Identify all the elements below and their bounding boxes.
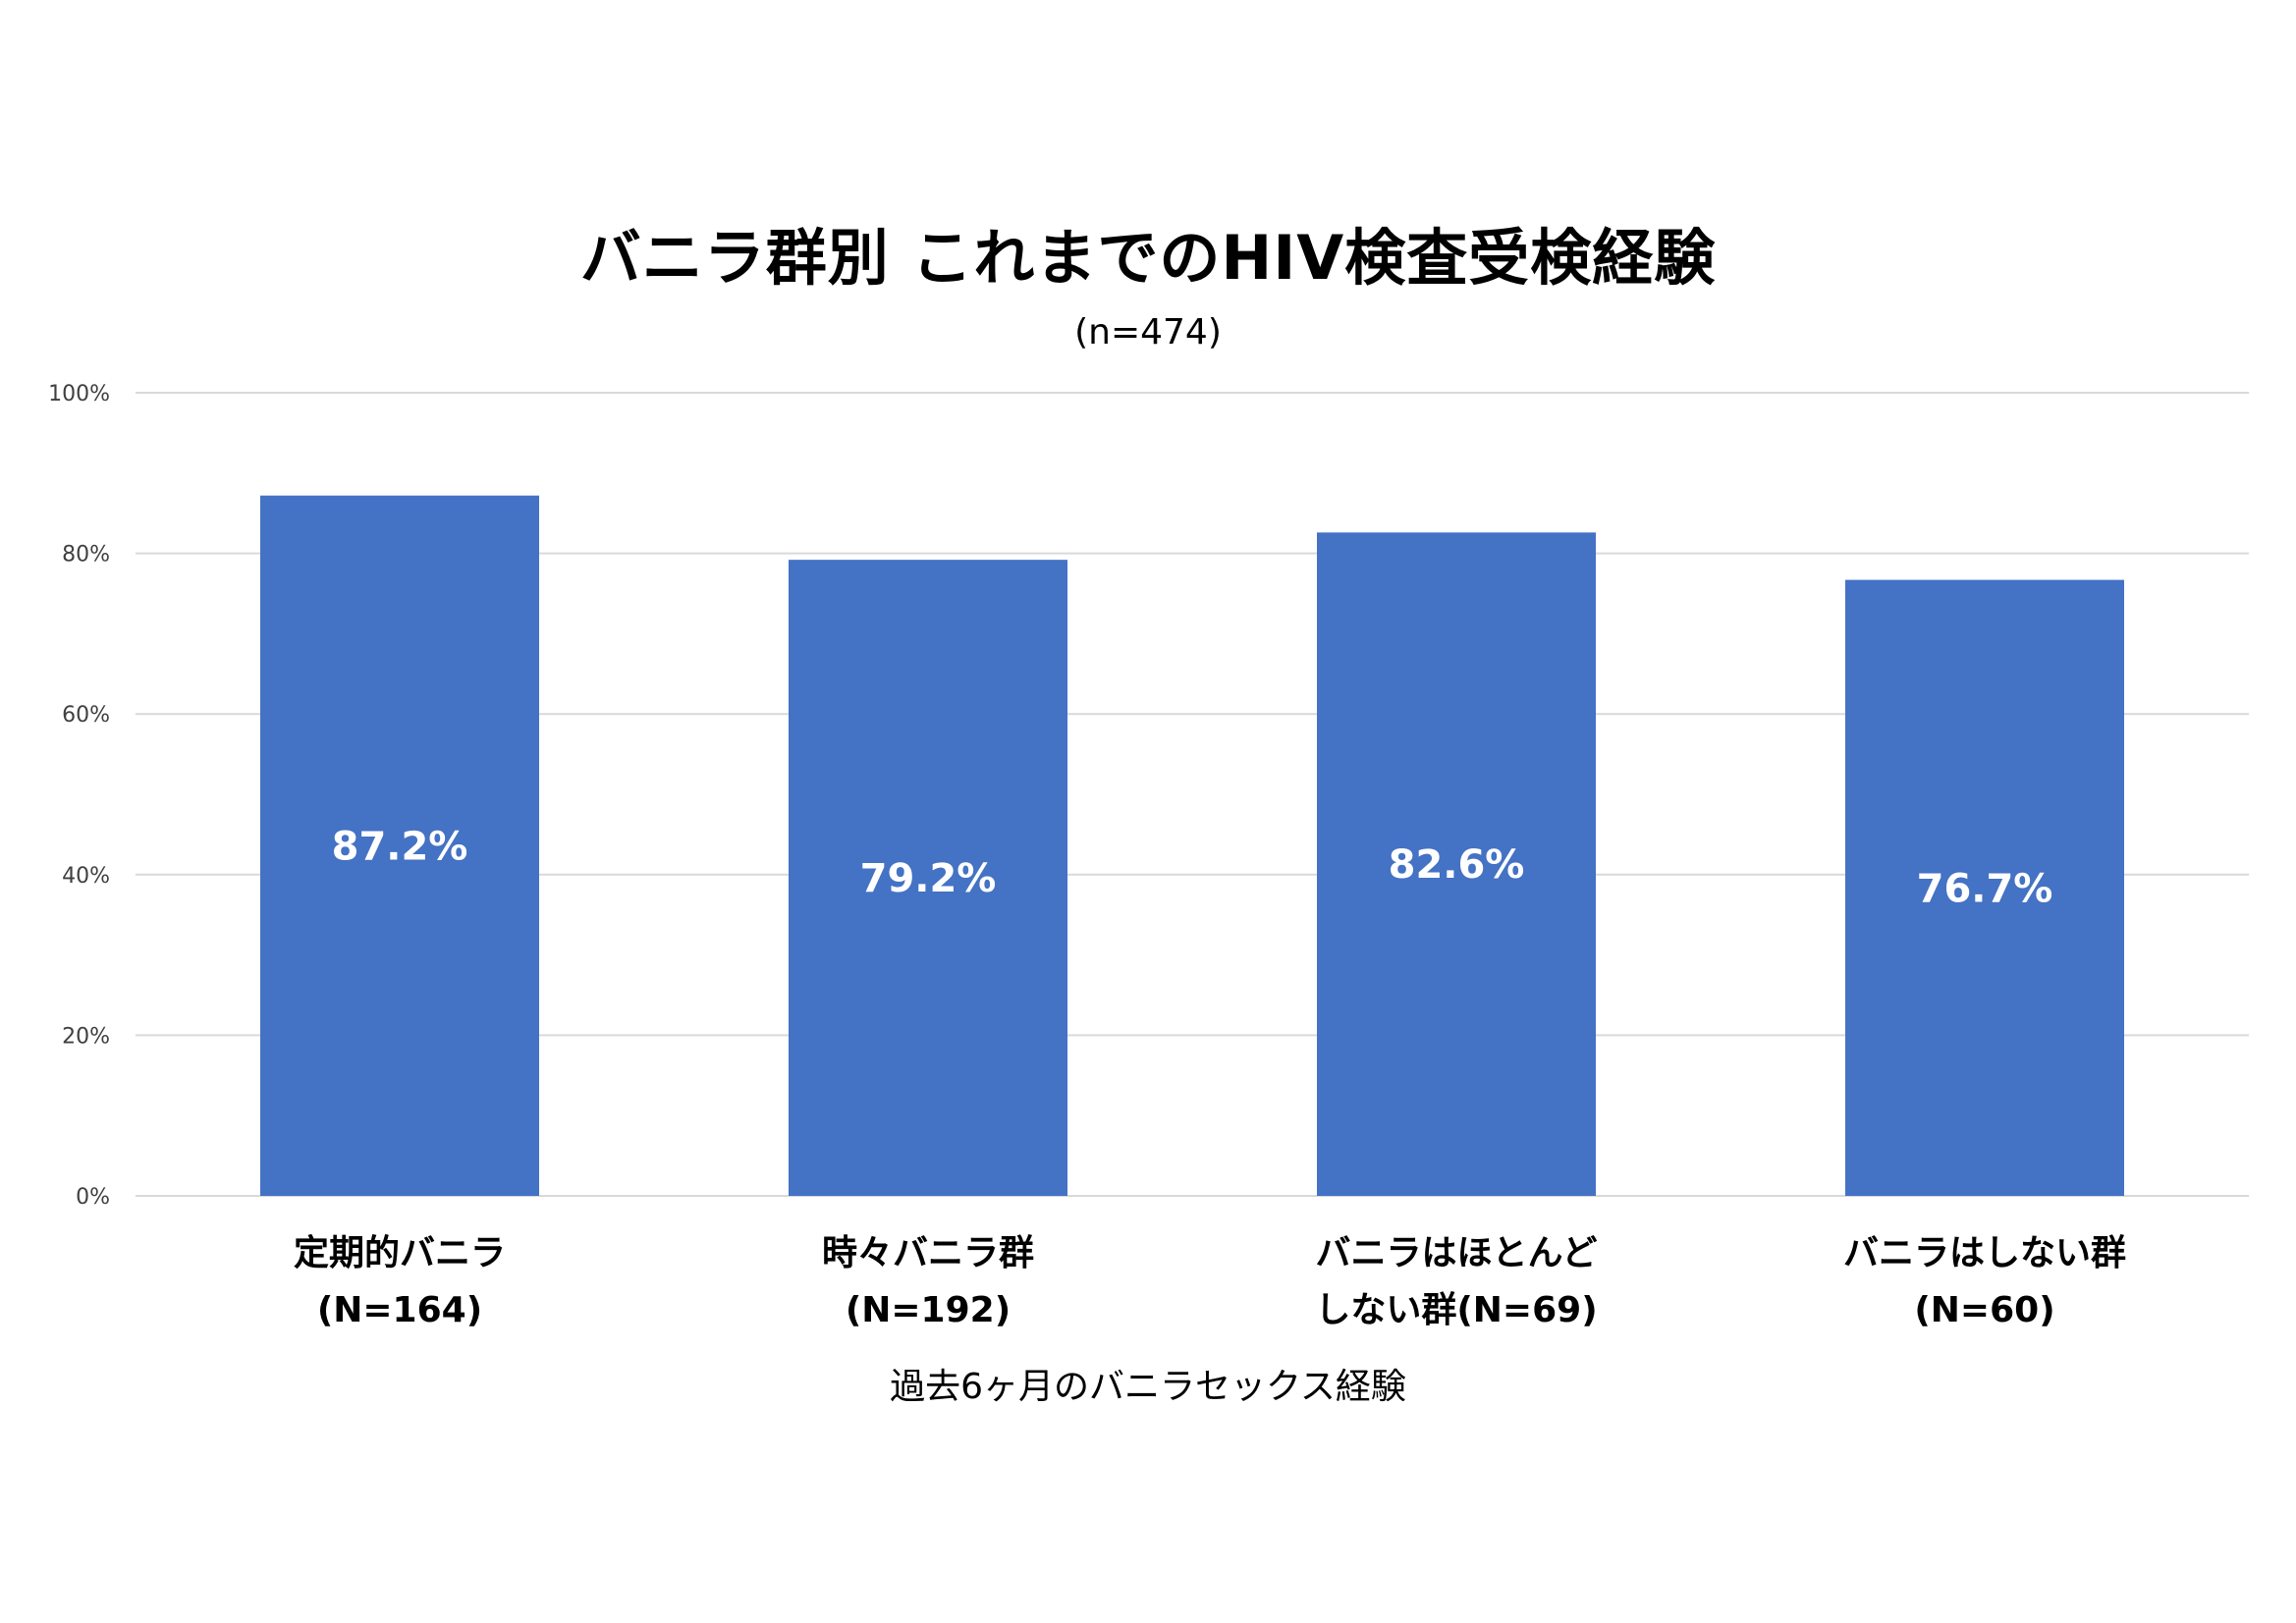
bar — [1317, 532, 1596, 1196]
bar — [789, 560, 1067, 1196]
x-tick-label: しない群(N=69) — [1315, 1290, 1597, 1330]
y-tick-label: 0% — [76, 1185, 110, 1210]
chart-subtitle: (n=474) — [1074, 312, 1222, 352]
y-tick-label: 20% — [62, 1024, 110, 1049]
x-tick-label: バニラはほとんど — [1316, 1233, 1598, 1273]
x-tick-label: バニラはしない群 — [1843, 1233, 2126, 1273]
bar — [1845, 579, 2124, 1196]
x-tick-label: (N=164) — [317, 1290, 482, 1330]
data-label: 87.2% — [332, 824, 468, 869]
chart-title: バニラ群別 これまでのHIV検査受検経験 — [579, 222, 1717, 294]
bar — [260, 495, 539, 1197]
x-tick-label: (N=192) — [846, 1290, 1011, 1330]
data-label: 82.6% — [1389, 842, 1525, 888]
x-tick-label: 時々バニラ群 — [822, 1233, 1034, 1273]
y-tick-label: 40% — [62, 864, 110, 889]
data-label: 76.7% — [1917, 866, 2053, 911]
x-tick-label: 定期的バニラ — [294, 1233, 506, 1273]
y-tick-label: 80% — [62, 543, 110, 568]
x-tick-label: (N=60) — [1914, 1290, 2054, 1330]
data-label: 79.2% — [860, 856, 997, 901]
x-axis-title: 過去6ヶ月のバニラセックス経験 — [890, 1367, 1406, 1407]
y-tick-label: 100% — [48, 382, 110, 406]
y-tick-label: 60% — [62, 703, 110, 728]
